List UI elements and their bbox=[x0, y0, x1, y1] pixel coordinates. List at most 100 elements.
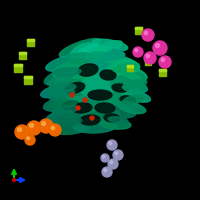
Ellipse shape bbox=[110, 73, 146, 91]
Ellipse shape bbox=[46, 53, 94, 71]
Bar bbox=[26, 38, 34, 41]
Circle shape bbox=[110, 161, 113, 164]
Circle shape bbox=[18, 128, 22, 132]
Ellipse shape bbox=[56, 114, 80, 122]
Ellipse shape bbox=[41, 82, 79, 98]
Ellipse shape bbox=[48, 84, 76, 92]
Ellipse shape bbox=[48, 80, 88, 96]
Circle shape bbox=[108, 159, 118, 169]
Ellipse shape bbox=[100, 106, 136, 118]
Ellipse shape bbox=[66, 53, 94, 63]
Ellipse shape bbox=[86, 49, 124, 71]
Ellipse shape bbox=[117, 77, 147, 93]
Ellipse shape bbox=[78, 74, 122, 96]
Ellipse shape bbox=[118, 102, 146, 114]
Bar bbox=[127, 65, 133, 71]
Ellipse shape bbox=[90, 70, 140, 86]
Ellipse shape bbox=[103, 56, 127, 64]
Ellipse shape bbox=[57, 59, 83, 71]
Circle shape bbox=[161, 58, 165, 62]
Ellipse shape bbox=[68, 41, 122, 69]
Circle shape bbox=[25, 135, 35, 145]
Circle shape bbox=[12, 178, 16, 182]
Ellipse shape bbox=[104, 114, 120, 122]
Ellipse shape bbox=[92, 39, 128, 51]
Circle shape bbox=[144, 31, 148, 35]
Ellipse shape bbox=[113, 64, 147, 80]
Bar bbox=[18, 51, 26, 58]
Ellipse shape bbox=[85, 52, 109, 60]
Bar bbox=[158, 68, 166, 75]
Circle shape bbox=[49, 124, 61, 136]
Ellipse shape bbox=[44, 65, 86, 85]
Circle shape bbox=[27, 121, 41, 135]
Circle shape bbox=[146, 54, 150, 58]
Ellipse shape bbox=[104, 61, 140, 79]
Ellipse shape bbox=[101, 52, 125, 60]
Ellipse shape bbox=[72, 103, 92, 113]
Ellipse shape bbox=[49, 100, 77, 108]
Ellipse shape bbox=[49, 90, 75, 100]
Ellipse shape bbox=[53, 68, 81, 76]
Ellipse shape bbox=[88, 46, 112, 54]
Ellipse shape bbox=[119, 70, 141, 80]
Ellipse shape bbox=[108, 117, 128, 123]
Bar bbox=[18, 51, 26, 54]
Ellipse shape bbox=[53, 62, 97, 82]
Circle shape bbox=[115, 152, 118, 155]
Circle shape bbox=[102, 155, 105, 158]
Circle shape bbox=[109, 142, 112, 145]
Ellipse shape bbox=[119, 101, 141, 109]
Circle shape bbox=[135, 49, 138, 52]
Ellipse shape bbox=[52, 105, 78, 115]
Circle shape bbox=[133, 47, 143, 57]
Ellipse shape bbox=[73, 119, 117, 133]
Circle shape bbox=[144, 52, 156, 64]
Ellipse shape bbox=[99, 119, 131, 129]
Ellipse shape bbox=[95, 103, 115, 113]
Ellipse shape bbox=[64, 107, 120, 123]
Ellipse shape bbox=[65, 83, 85, 93]
Ellipse shape bbox=[65, 59, 135, 77]
Ellipse shape bbox=[123, 96, 143, 104]
Circle shape bbox=[101, 154, 109, 162]
Ellipse shape bbox=[100, 70, 116, 80]
Ellipse shape bbox=[121, 90, 151, 102]
Circle shape bbox=[51, 126, 55, 130]
Circle shape bbox=[107, 140, 117, 150]
Ellipse shape bbox=[43, 95, 87, 111]
Ellipse shape bbox=[98, 93, 138, 107]
Ellipse shape bbox=[90, 83, 134, 97]
Ellipse shape bbox=[120, 96, 136, 104]
Circle shape bbox=[104, 169, 107, 172]
Circle shape bbox=[113, 150, 123, 160]
Circle shape bbox=[153, 41, 167, 55]
Ellipse shape bbox=[46, 108, 90, 124]
Ellipse shape bbox=[112, 84, 128, 92]
Circle shape bbox=[83, 98, 87, 102]
Bar bbox=[14, 64, 22, 72]
Circle shape bbox=[27, 137, 30, 140]
Bar bbox=[158, 68, 166, 71]
Bar bbox=[24, 76, 32, 84]
Circle shape bbox=[42, 122, 46, 126]
Ellipse shape bbox=[58, 118, 82, 126]
Circle shape bbox=[102, 167, 112, 177]
Ellipse shape bbox=[48, 74, 72, 86]
Bar bbox=[24, 76, 32, 78]
Circle shape bbox=[15, 125, 29, 139]
Ellipse shape bbox=[59, 39, 101, 57]
Circle shape bbox=[70, 93, 74, 97]
Ellipse shape bbox=[122, 86, 144, 94]
Circle shape bbox=[156, 44, 160, 48]
Circle shape bbox=[30, 124, 34, 128]
Bar bbox=[134, 26, 142, 33]
Ellipse shape bbox=[54, 122, 90, 134]
Ellipse shape bbox=[123, 80, 147, 88]
Circle shape bbox=[90, 116, 94, 120]
Circle shape bbox=[159, 56, 171, 68]
Ellipse shape bbox=[62, 101, 78, 109]
Bar bbox=[127, 65, 133, 67]
Ellipse shape bbox=[70, 43, 106, 67]
Ellipse shape bbox=[113, 64, 137, 72]
